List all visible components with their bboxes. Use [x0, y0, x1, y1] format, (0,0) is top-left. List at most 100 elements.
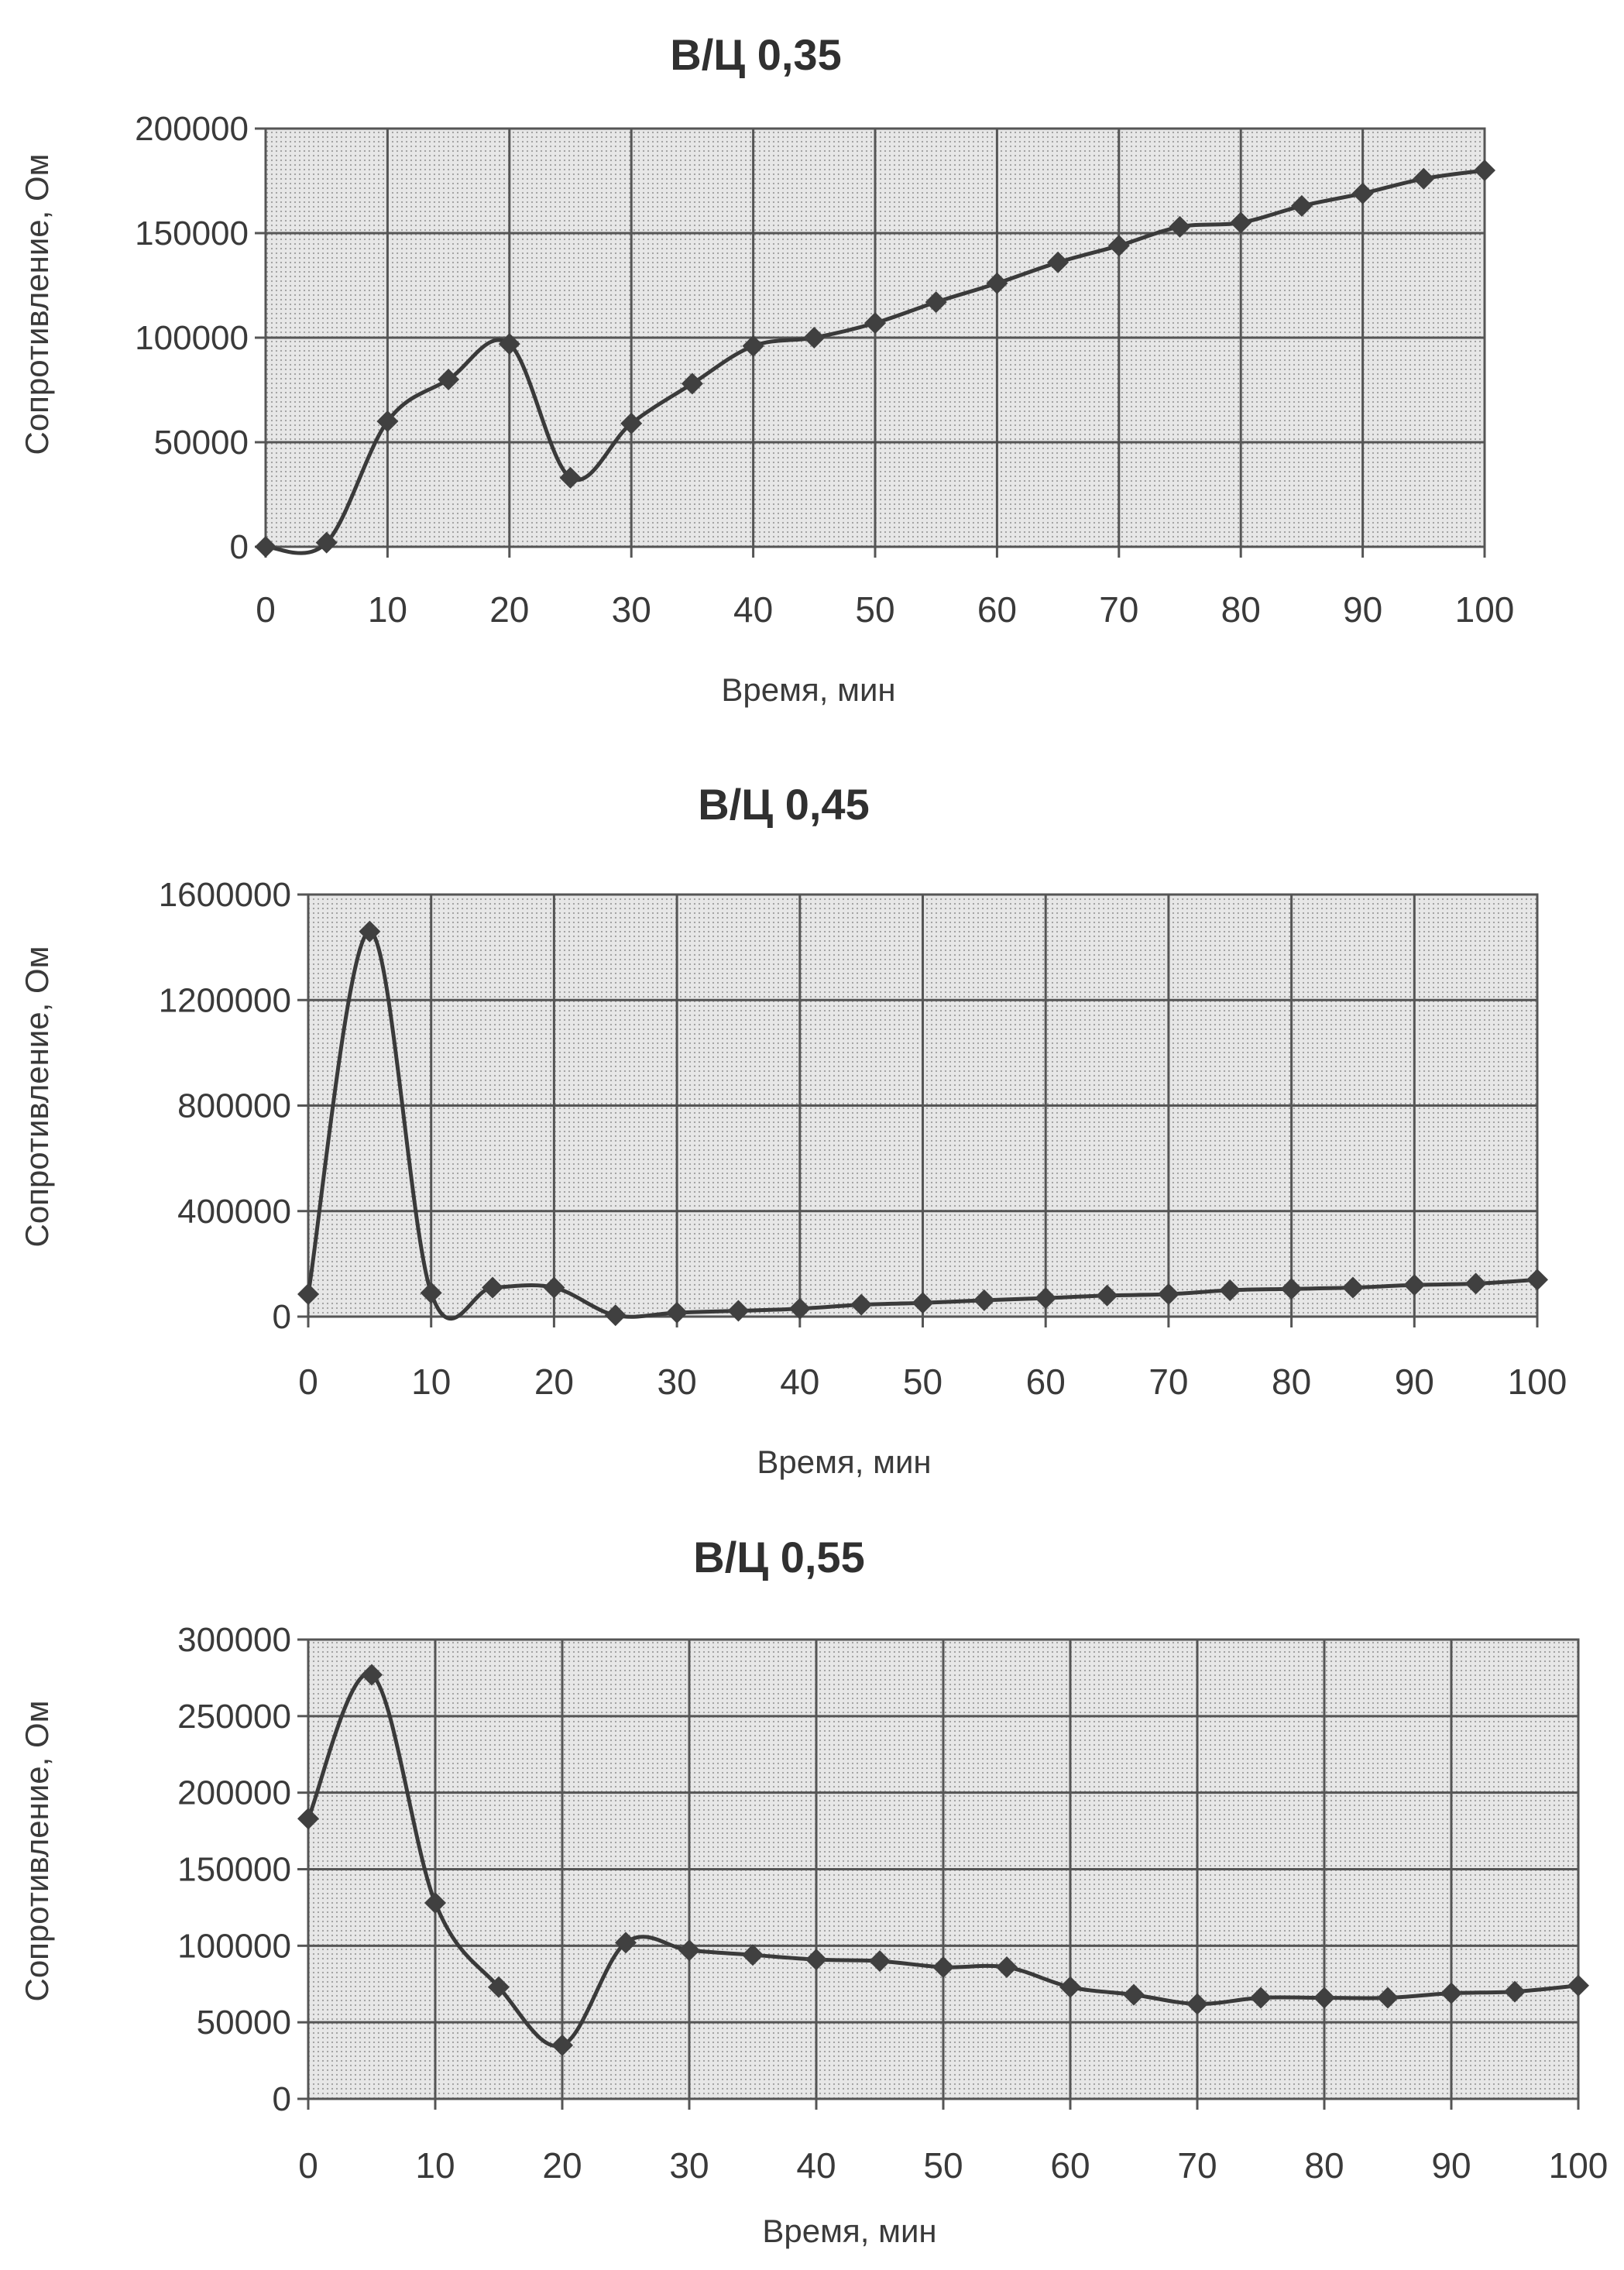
y-tick-label: 150000: [135, 215, 249, 252]
x-tick-label: 20: [534, 1362, 574, 1402]
data-point: [361, 1664, 383, 1686]
chart-title: В/Ц 0,55: [693, 1533, 864, 1581]
y-tick-label: 50000: [197, 2004, 291, 2042]
data-point: [420, 1282, 442, 1304]
x-tick-label: 30: [669, 2145, 709, 2186]
data-point: [1230, 211, 1252, 234]
x-tick-label: 60: [977, 589, 1017, 630]
x-tick-label: 100: [1508, 1362, 1567, 1402]
chart-wc-045: В/Ц 0,45 Время, мин Сопротивление, Ом 0 4…: [19, 780, 1567, 1480]
data-point: [1377, 1987, 1399, 2009]
y-tick-label: 0: [230, 528, 249, 566]
data-point: [297, 1808, 319, 1830]
x-tick-label: 10: [415, 2145, 455, 2186]
y-tick-label: 250000: [177, 1698, 291, 1736]
x-tick-label: 20: [542, 2145, 582, 2186]
chart-title: В/Ц 0,45: [698, 780, 869, 829]
data-point: [424, 1891, 446, 1914]
plot-border: [307, 1638, 1580, 2100]
data-point: [1313, 1987, 1335, 2009]
data-point: [805, 1949, 827, 1971]
x-tick-label: 30: [657, 1362, 697, 1402]
y-tick-label: 300000: [177, 1621, 291, 1659]
x-axis-label: Время, мин: [762, 2213, 936, 2249]
data-point: [1403, 1274, 1426, 1296]
x-tick-label: 90: [1395, 1362, 1434, 1402]
chart-wc-055: В/Ц 0,55 Время, мин Сопротивление, Ом 0 5…: [19, 1533, 1608, 2249]
data-point: [742, 335, 764, 357]
data-point: [255, 536, 276, 558]
x-tick-label: 90: [1343, 589, 1382, 630]
x-tick-label: 50: [903, 1362, 942, 1402]
x-tick-label: 80: [1221, 589, 1261, 630]
data-point: [681, 373, 703, 395]
y-tick-label: 200000: [177, 1774, 291, 1812]
data-point: [678, 1939, 700, 1962]
x-tick-label: 40: [796, 2145, 836, 2186]
data-point: [1157, 1283, 1179, 1306]
data-point: [1567, 1974, 1589, 1997]
x-tick-label: 100: [1455, 589, 1515, 630]
data-point: [1474, 160, 1495, 181]
data-point: [488, 1976, 510, 1998]
data-point: [498, 333, 520, 355]
x-tick-label: 40: [733, 589, 773, 630]
y-tick-label: 400000: [177, 1193, 291, 1231]
x-tick-label: 50: [923, 2145, 963, 2186]
data-point: [864, 312, 886, 335]
data-point: [482, 1276, 504, 1299]
data-point: [1464, 1272, 1487, 1295]
x-tick-label: 0: [256, 589, 276, 630]
data-point: [438, 369, 460, 390]
chart-wc-035: В/Ц 0,35 Время, мин Сопротивление, Ом 0 5…: [19, 30, 1514, 708]
y-tick-label: 150000: [177, 1851, 291, 1889]
x-tick-label: 10: [411, 1362, 451, 1402]
y-tick-label: 100000: [135, 319, 249, 357]
data-point: [1504, 1980, 1526, 2003]
y-tick-label: 0: [273, 1298, 291, 1336]
x-tick-label: 90: [1431, 2145, 1471, 2186]
data-point: [1169, 215, 1191, 238]
y-tick-label: 200000: [135, 110, 249, 148]
data-point: [850, 1293, 873, 1316]
x-tick-label: 30: [612, 589, 651, 630]
x-axis-label: Время, мин: [757, 1444, 931, 1480]
data-point: [1351, 182, 1374, 204]
data-point: [315, 531, 338, 554]
x-tick-label: 50: [855, 589, 894, 630]
x-tick-label: 70: [1177, 2145, 1217, 2186]
plot-border: [264, 127, 1486, 548]
y-tick-label: 50000: [154, 424, 249, 462]
data-point: [869, 1950, 891, 1973]
x-tick-label: 100: [1549, 2145, 1609, 2186]
y-tick-label: 1200000: [159, 981, 291, 1019]
data-point: [727, 1300, 750, 1322]
data-point: [376, 410, 399, 432]
x-tick-label: 40: [780, 1362, 819, 1402]
data-point: [1413, 167, 1435, 190]
data-point: [1047, 251, 1070, 273]
data-point: [559, 466, 582, 489]
data-point: [1250, 1987, 1272, 2009]
data-point: [1123, 1983, 1145, 2006]
x-tick-label: 70: [1099, 589, 1138, 630]
x-axis-label: Время, мин: [721, 671, 895, 708]
data-point: [666, 1301, 688, 1324]
data-point: [912, 1292, 934, 1314]
data-point: [803, 327, 826, 349]
data-point: [742, 1944, 764, 1966]
data-point: [620, 412, 643, 434]
x-tick-label: 0: [298, 1362, 318, 1402]
data-point: [1096, 1284, 1118, 1307]
data-point: [932, 1956, 954, 1979]
data-point: [359, 920, 381, 943]
data-point: [1035, 1287, 1057, 1310]
data-point: [1219, 1279, 1241, 1301]
data-point: [551, 2034, 573, 2056]
data-point: [973, 1289, 995, 1311]
y-tick-label: 0: [273, 2080, 291, 2118]
data-point: [1290, 194, 1313, 217]
x-tick-label: 10: [368, 589, 407, 630]
data-point: [1341, 1276, 1364, 1299]
